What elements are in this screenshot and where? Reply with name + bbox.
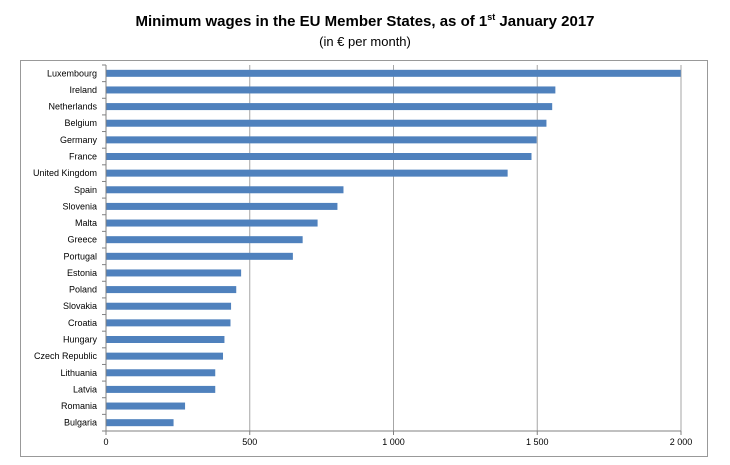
bar <box>106 119 547 127</box>
bar <box>106 369 216 377</box>
x-tick-label: 500 <box>242 437 257 447</box>
bar <box>106 153 532 160</box>
bar <box>106 402 186 410</box>
category-label: Bulgaria <box>64 418 97 428</box>
x-tick-label: 1 000 <box>382 437 405 447</box>
category-label: Malta <box>75 218 97 228</box>
bar <box>106 419 174 427</box>
bar <box>106 385 216 393</box>
chart-title: Minimum wages in the EU Member States, a… <box>0 12 730 30</box>
category-label: Ireland <box>69 85 97 95</box>
bar <box>106 286 237 294</box>
bar <box>106 302 232 310</box>
category-label: Czech Republic <box>34 351 98 361</box>
x-tick-label: 2 000 <box>670 437 693 447</box>
bar <box>106 236 303 244</box>
bar <box>106 219 318 227</box>
bar <box>106 169 508 177</box>
category-label: Estonia <box>67 268 97 278</box>
category-label: Hungary <box>63 335 98 345</box>
bar <box>106 69 681 77</box>
category-label: Slovenia <box>62 201 97 211</box>
bar <box>106 269 242 277</box>
chart-title-tail: January 2017 <box>495 13 595 30</box>
category-label: France <box>69 152 97 162</box>
chart-title-main: Minimum wages in the EU Member States, a… <box>135 13 488 30</box>
bar <box>106 202 338 210</box>
category-label: Spain <box>74 185 97 195</box>
category-label: Slovakia <box>63 301 97 311</box>
bar <box>106 252 293 260</box>
category-label: Netherlands <box>48 102 97 112</box>
bar <box>106 86 556 94</box>
category-label: Portugal <box>63 251 97 261</box>
chart-frame <box>20 60 708 457</box>
x-tick-label: 1 500 <box>526 437 549 447</box>
bar <box>106 319 231 327</box>
chart-title-superscript: st <box>487 12 496 22</box>
x-tick-label: 0 <box>103 437 108 447</box>
category-label: Croatia <box>68 318 97 328</box>
category-label: Lithuania <box>60 368 97 378</box>
category-label: Latvia <box>73 384 97 394</box>
category-label: Luxembourg <box>47 68 97 78</box>
category-label: Germany <box>60 135 98 145</box>
bar <box>106 136 537 144</box>
chart-subtitle: (in € per month) <box>319 34 411 49</box>
category-label: Belgium <box>64 118 97 128</box>
category-label: United Kingdom <box>33 168 97 178</box>
bar <box>106 336 225 343</box>
bar <box>106 352 224 360</box>
bar <box>106 186 344 194</box>
bar <box>106 103 553 111</box>
category-label: Poland <box>69 285 97 295</box>
category-label: Romania <box>61 401 97 411</box>
category-label: Greece <box>67 235 97 245</box>
